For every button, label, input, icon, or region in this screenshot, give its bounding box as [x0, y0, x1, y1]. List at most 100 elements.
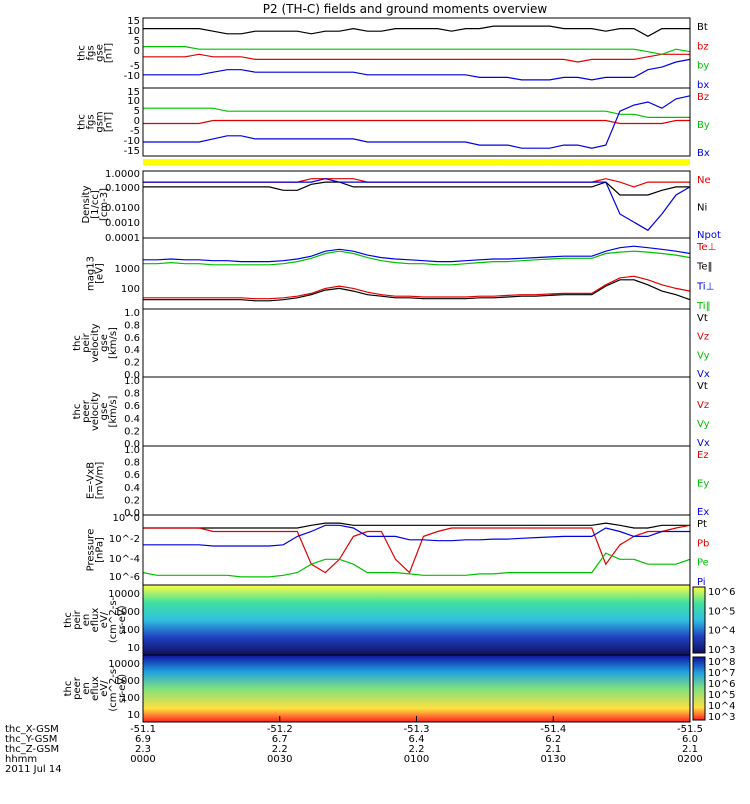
colorbar-tick-label: 10^4: [708, 701, 735, 712]
z-gsm-value: 2.3: [135, 744, 151, 755]
y-tick-label: -5: [130, 126, 140, 137]
y-gsm-value: 6.7: [272, 734, 288, 745]
series-By: [143, 107, 690, 119]
colorbar-tick-label: 10^6: [708, 679, 735, 690]
y-axis-label-line: fgs: [86, 114, 97, 129]
legend-Ni: Ni: [697, 203, 707, 214]
legend-Pt: Pt: [697, 519, 707, 530]
legend-by: by: [697, 61, 709, 72]
y-tick-label: -10: [124, 136, 140, 147]
series-Pt: [143, 522, 690, 529]
y-tick-label: 10: [127, 710, 140, 721]
y-tick-label: -10: [124, 71, 140, 82]
y-axis-label: thcpeirenefluxeV/(cm^2-s-sr-eV): [63, 596, 128, 643]
heatmap-fill: [143, 585, 690, 655]
y-axis-label: thcpeirvelocitygse[km/s]: [72, 323, 119, 362]
y-axis-label-line: gse: [99, 334, 110, 352]
y-tick-label: 15: [127, 87, 140, 98]
y-axis-label-line: en: [81, 682, 92, 695]
y-axis-label: Density[1/cc][cm-3]: [81, 185, 110, 223]
series-Bz: [143, 119, 690, 125]
y-axis-label-line: peir: [72, 609, 83, 629]
colorbar-tick-label: 10^3: [708, 712, 735, 723]
y-tick-label: 100: [121, 693, 140, 704]
series-Pe: [142, 552, 691, 578]
legend-Vx: Vx: [697, 369, 710, 380]
y-axis-label-line: gse: [99, 403, 110, 421]
y-tick-label: 10^-6: [109, 572, 140, 583]
y-tick-label: 5: [134, 36, 140, 47]
x-gsm-value: -51.4: [540, 724, 566, 735]
y-tick-label: 10^-4: [109, 554, 140, 565]
y-tick-label: 0.2: [124, 426, 140, 437]
y-tick-label: 1000: [115, 264, 140, 275]
legend-Ti‖: Ti‖: [696, 301, 711, 312]
y-tick-label: 0.4: [124, 414, 140, 425]
figure-title: P2 (TH-C) fields and ground moments over…: [263, 2, 548, 16]
y-tick-label: 10^0: [113, 513, 140, 524]
panel-peer_eflux: 10^810^710^610^510^410^310000100010010th…: [63, 654, 735, 723]
y-tick-label: 10: [127, 643, 140, 654]
y-axis-label: Pressure[nPa]: [86, 529, 106, 572]
y-tick-label: 10: [127, 26, 140, 37]
y-axis-label-line: eV/: [99, 611, 110, 628]
y-gsm-value: 6.2: [545, 734, 561, 745]
x-row-label: thc_X-GSM: [5, 724, 59, 735]
colorbar-tick-label: 10^8: [708, 657, 735, 668]
legend-Pi: Pi: [697, 577, 706, 588]
hhmm-value: 0200: [677, 754, 702, 765]
y-tick-label: 0.0010: [105, 218, 140, 229]
x-row-label: thc_Y-GSM: [5, 734, 57, 745]
series-bz: [143, 53, 690, 63]
y-axis-label-line: thc: [63, 681, 74, 697]
series-Ti‖: [143, 250, 691, 266]
y-tick-label: 100: [121, 625, 140, 636]
y-tick-label: 5: [134, 106, 140, 117]
y-axis-label: thcfgsgsm[nT]: [77, 111, 115, 132]
y-axis-label-line: en: [81, 614, 92, 627]
y-tick-label: 0.8: [124, 320, 140, 331]
y-axis-label-line: [km/s]: [108, 395, 119, 427]
y-axis-label-line: [1/cc]: [90, 190, 101, 219]
y-tick-label: 0.8: [124, 458, 140, 469]
y-tick-label: 1000: [115, 676, 140, 687]
colorbar-tick-label: 10^6: [708, 587, 735, 598]
panel-peir_vel: 1.00.8 0.60.4 0.20.0 thcpeirvelocitygse[km/…: [72, 308, 710, 381]
legend-Vy: Vy: [697, 419, 710, 430]
y-tick-label: 0: [134, 46, 140, 57]
y-axis-label-line: (cm^2-s-: [108, 596, 119, 643]
y-tick-label: -5: [130, 61, 140, 72]
y-tick-label: 0.4: [124, 483, 140, 494]
y-axis-label-line: peer: [81, 399, 92, 423]
y-tick-label: 1.0000: [105, 169, 140, 180]
legend-Ne: Ne: [697, 175, 711, 186]
y-axis-label-line: sr-eV): [117, 605, 128, 634]
y-axis-label-line: eflux: [90, 676, 101, 701]
y-axis-label: thcpeervelocitygse[km/s]: [72, 392, 119, 431]
y-tick-label: 10: [127, 96, 140, 107]
y-axis-label-line: thc: [77, 114, 88, 130]
y-axis-label-line: Density: [81, 185, 92, 223]
colorbar-tick-label: 10^4: [708, 626, 735, 637]
y-tick-label: 0: [134, 116, 140, 127]
y-axis-label-line: gsm: [95, 111, 106, 132]
series-bx: [143, 58, 691, 81]
y-axis-label-line: velocity: [90, 392, 101, 431]
colorbar-tick-label: 10^5: [708, 690, 735, 701]
legend-Bt: Bt: [697, 22, 708, 33]
series-Ni: [143, 181, 690, 196]
y-axis-label-line: eflux: [90, 608, 101, 633]
y-gsm-value: 6.0: [682, 734, 698, 745]
x-row-label: 2011 Jul 14: [5, 764, 62, 775]
y-tick-label: 0.4: [124, 345, 140, 356]
colorbar-tick-label: 10^5: [708, 606, 735, 617]
colorbar: [692, 656, 706, 721]
y-tick-label: 0.0100: [105, 203, 140, 214]
z-gsm-value: 2.2: [409, 744, 425, 755]
hhmm-value: 0100: [404, 754, 429, 765]
legend-bx: bx: [697, 80, 709, 91]
y-tick-label: 1.0: [124, 308, 140, 319]
y-tick-label: 0.6: [124, 401, 140, 412]
